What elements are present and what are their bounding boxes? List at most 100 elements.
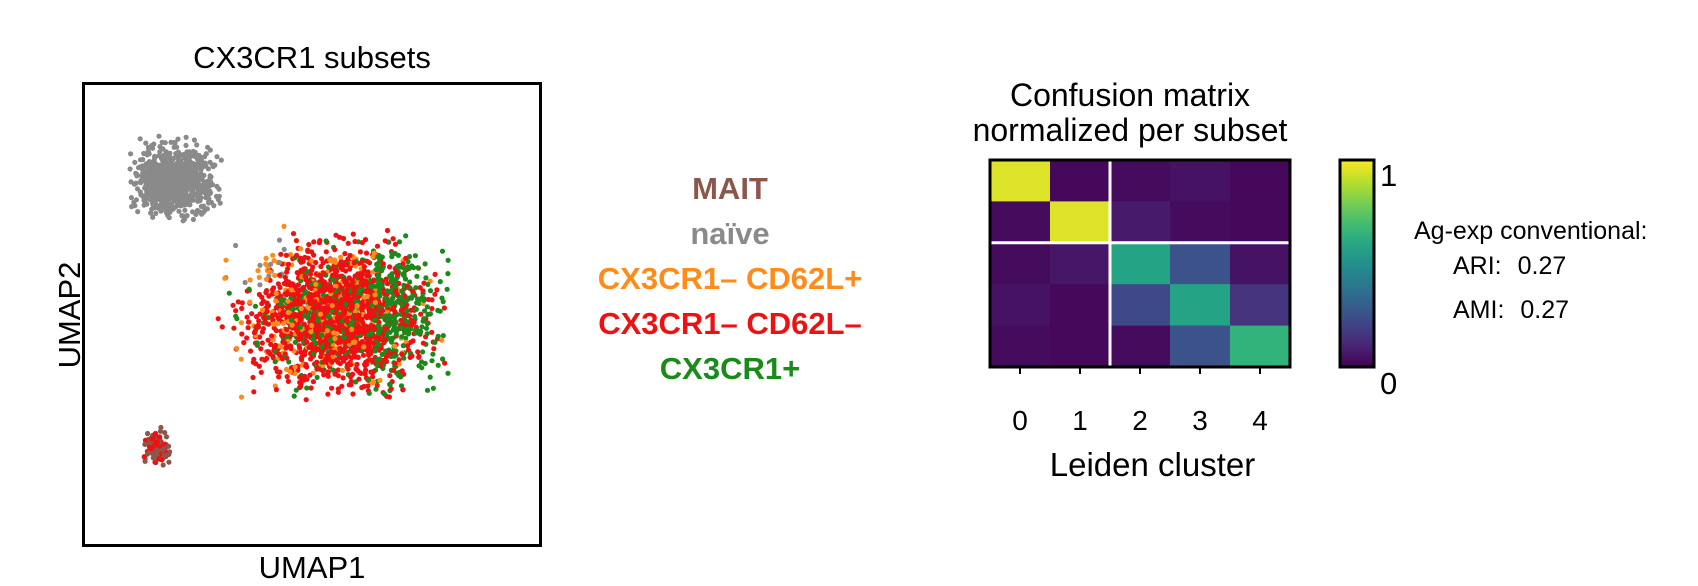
umap-point: [288, 346, 294, 352]
umap-point: [171, 144, 177, 150]
umap-point: [179, 202, 185, 208]
umap-point: [409, 288, 416, 294]
umap-point: [140, 193, 146, 199]
umap-point: [183, 142, 189, 148]
umap-point: [184, 213, 190, 219]
umap-point: [302, 290, 308, 296]
umap-point: [339, 318, 345, 324]
umap-point: [265, 337, 271, 343]
umap-point: [284, 334, 290, 340]
umap-point: [141, 150, 147, 157]
umap-point: [280, 309, 286, 315]
umap-point: [352, 339, 358, 345]
umap-point: [201, 203, 207, 209]
umap-point: [321, 270, 327, 277]
umap-point: [281, 246, 287, 252]
umap-point: [379, 351, 385, 357]
umap-point: [350, 391, 356, 397]
umap-point: [365, 325, 371, 331]
umap-point: [267, 269, 273, 275]
umap-point: [332, 324, 338, 330]
umap-point: [400, 343, 406, 349]
umap-point: [292, 311, 298, 317]
umap-point: [398, 383, 405, 389]
metrics-title: Ag-exp conventional:: [1414, 217, 1648, 245]
umap-point: [311, 351, 317, 357]
umap-point: [434, 287, 440, 293]
umap-point: [393, 283, 399, 289]
umap-point: [207, 147, 213, 153]
umap-point: [418, 359, 425, 365]
umap-point: [341, 334, 347, 341]
umap-point: [371, 312, 377, 318]
umap-point: [415, 296, 421, 302]
umap-point: [204, 191, 210, 197]
umap-point: [424, 387, 431, 393]
umap-point: [164, 174, 170, 180]
umap-point: [179, 182, 185, 189]
umap-point: [238, 394, 245, 400]
umap-point: [427, 288, 434, 294]
umap-point: [357, 275, 363, 281]
umap-point: [324, 328, 330, 334]
umap-point: [323, 342, 329, 348]
umap-point: [270, 252, 276, 258]
umap-point: [252, 303, 259, 309]
umap-point: [273, 387, 279, 393]
heatmap-cell: [1050, 325, 1111, 368]
umap-point: [353, 322, 359, 328]
umap-point: [359, 259, 365, 265]
umap-point: [175, 136, 181, 142]
umap-point: [141, 202, 147, 208]
umap-point: [145, 430, 151, 437]
umap-point: [195, 175, 201, 181]
umap-point: [370, 379, 376, 385]
umap-point: [244, 314, 250, 320]
umap-point: [279, 356, 285, 362]
umap-point: [242, 279, 248, 286]
umap-point: [343, 355, 349, 361]
umap-point: [226, 290, 232, 296]
umap-point: [293, 324, 299, 331]
umap-point: [382, 238, 388, 244]
umap-point: [396, 357, 402, 363]
heatmap-cell: [1050, 242, 1111, 285]
umap-point: [142, 437, 148, 443]
umap-point: [403, 233, 409, 239]
umap-point: [404, 308, 410, 314]
umap-point: [157, 191, 163, 197]
umap-point: [285, 279, 291, 286]
umap-point: [278, 296, 284, 303]
umap-point: [234, 345, 240, 351]
umap-point: [329, 303, 335, 309]
umap-point: [382, 336, 388, 342]
umap-point: [383, 276, 389, 282]
umap-point: [375, 254, 382, 260]
umap-point: [349, 277, 356, 284]
umap-point: [157, 428, 164, 434]
umap-point: [332, 259, 339, 265]
umap-point: [156, 133, 162, 139]
umap-point: [327, 297, 333, 303]
umap-point: [333, 267, 339, 273]
umap-point: [394, 263, 400, 269]
umap-point: [279, 332, 285, 338]
umap-point: [295, 282, 301, 288]
umap-point: [167, 194, 174, 200]
umap-point: [359, 240, 365, 246]
umap-point: [425, 311, 431, 318]
umap-point: [172, 140, 178, 146]
umap-point: [178, 173, 184, 179]
umap-point: [377, 356, 383, 362]
umap-point: [333, 293, 339, 299]
umap-point: [334, 331, 340, 337]
umap-point: [345, 366, 351, 372]
umap-point: [132, 159, 138, 165]
umap-point: [266, 293, 272, 299]
umap-point: [162, 200, 168, 207]
umap-point: [356, 288, 362, 294]
ami-label: AMI:: [1453, 296, 1505, 324]
umap-point: [348, 378, 354, 385]
umap-point: [298, 246, 304, 252]
umap-point: [135, 209, 141, 215]
